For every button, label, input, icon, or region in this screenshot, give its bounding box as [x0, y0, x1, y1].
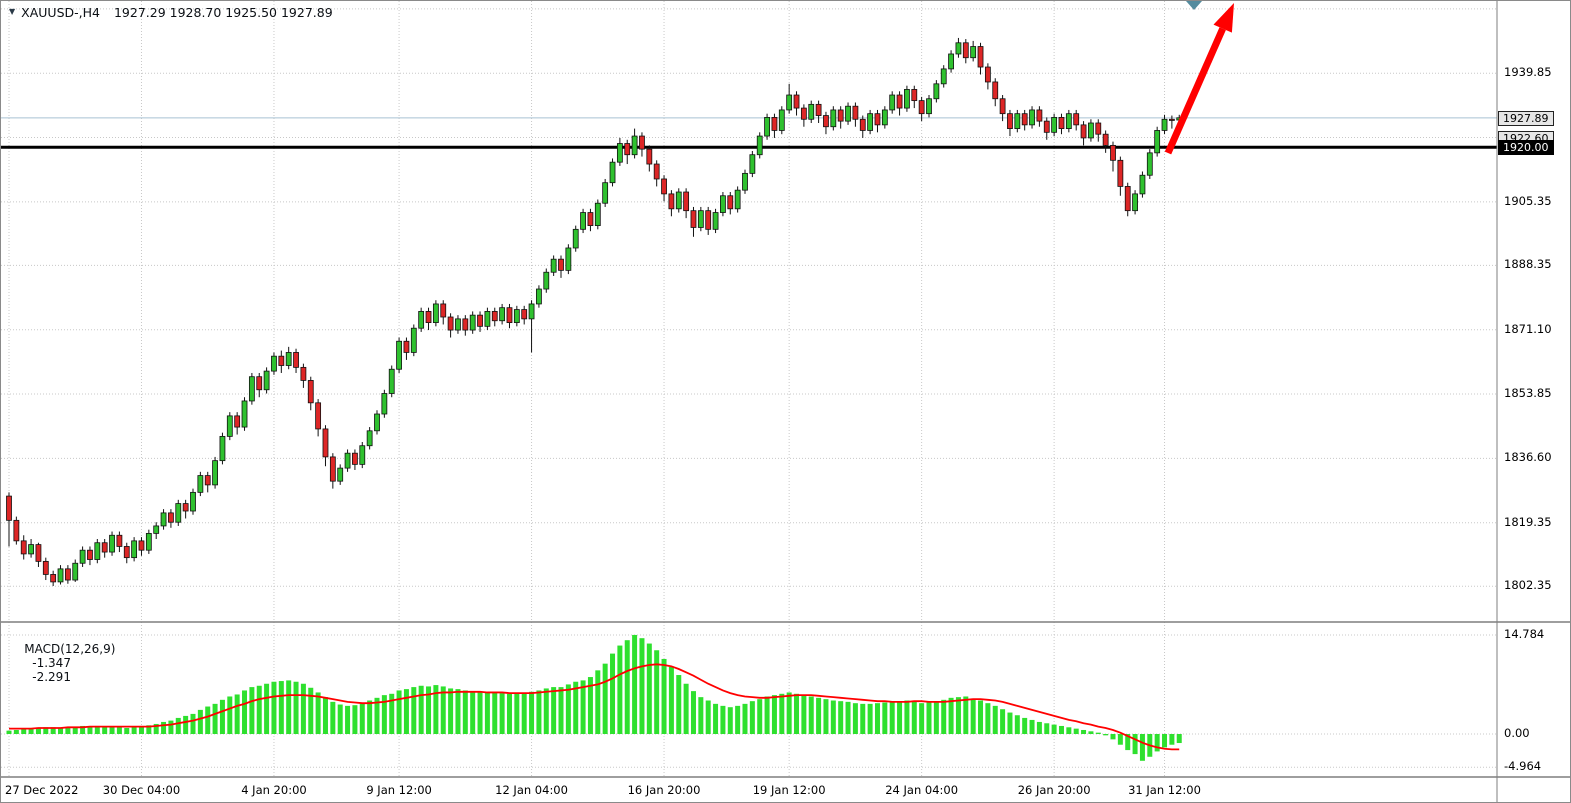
time-tick-label: 26 Jan 20:00: [1017, 783, 1091, 797]
time-tick-label: 31 Jan 12:00: [1128, 783, 1201, 797]
current-price-label: 1927.89: [1498, 110, 1554, 126]
price-tick-label: 1853.85: [1504, 386, 1552, 401]
time-tick-label: 12 Jan 04:00: [495, 783, 568, 797]
macd-histogram-series: [6, 634, 1182, 761]
time-tick-label: 27 Dec 2022: [5, 783, 79, 797]
candlestick-series: [6, 37, 1183, 587]
macd-value-label: -1.347: [32, 656, 71, 670]
scroll-marker-icon: [1186, 1, 1202, 10]
symbol-dropdown-icon[interactable]: ▼: [9, 7, 16, 16]
price-tick-label: 1871.10: [1504, 321, 1552, 336]
macd-signal-value-label: -2.291: [32, 670, 71, 684]
price-tick-label: 1939.85: [1504, 65, 1552, 80]
macd-tick-label: 14.784: [1504, 626, 1545, 641]
grid-layer: [1, 1, 1497, 777]
macd-tick-label: 0.00: [1504, 726, 1530, 740]
macd-name-label: MACD(12,26,9): [24, 642, 116, 656]
chart-quote-overlay: ▼ XAUUSD-,H4 1927.29 1928.70 1925.50 192…: [9, 4, 333, 20]
macd-indicator-label: MACD(12,26,9) -1.347 -2.291: [9, 628, 115, 698]
time-tick-label: 19 Jan 12:00: [752, 783, 826, 797]
macd-signal-line: [9, 663, 1180, 751]
hline-price-label: 1920.00: [1498, 140, 1554, 156]
ohlc-quote-label: 1927.29 1928.70 1925.50 1927.89: [113, 4, 333, 20]
price-axis[interactable]: 1939.85 1905.35 1888.35 1871.10 1853.85 1836.…: [1498, 1, 1570, 777]
time-tick-label: 9 Jan 12:00: [366, 783, 432, 797]
macd-tick-label: -4.964: [1504, 759, 1542, 774]
price-tick-label: 1802.35: [1504, 578, 1552, 593]
time-tick-label: 16 Jan 20:00: [627, 783, 701, 797]
price-tick-label: 1819.35: [1504, 514, 1552, 529]
price-tick-label: 1836.60: [1504, 450, 1552, 465]
red-up-arrow: [1164, 3, 1234, 155]
time-tick-label: 24 Jan 04:00: [885, 783, 959, 797]
time-axis[interactable]: 27 Dec 2022 30 Dec 04:00 4 Jan 20:00 9 Jan …: [1, 778, 1570, 802]
price-lines: [1, 117, 1497, 149]
price-tick-label: 1888.35: [1504, 257, 1552, 272]
symbol-timeframe-label: XAUUSD-,H4: [21, 4, 100, 20]
price-tick-label: 1905.35: [1504, 193, 1552, 208]
time-tick-label: 4 Jan 20:00: [241, 783, 307, 797]
time-tick-label: 30 Dec 04:00: [102, 783, 181, 797]
